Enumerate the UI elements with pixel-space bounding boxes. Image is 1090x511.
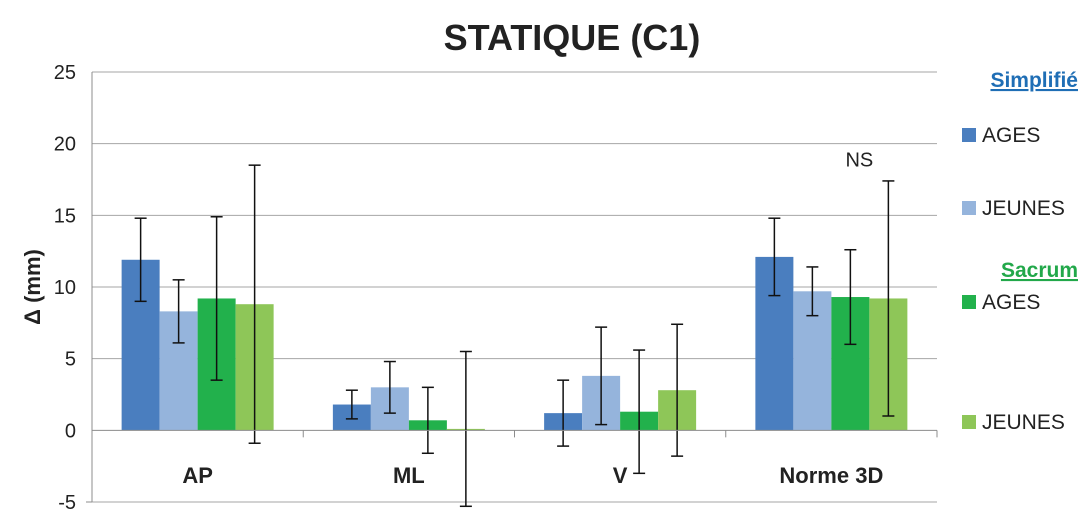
x-tick-label: AP [182, 463, 213, 488]
legend-swatch [962, 295, 976, 309]
legend-label: AGES [982, 291, 1040, 314]
chart-title: STATIQUE (C1) [444, 17, 701, 58]
annotations: NS [845, 149, 873, 171]
legend-swatch [962, 415, 976, 429]
legend-label: AGES [982, 124, 1040, 147]
y-axis-label: Δ (mm) [20, 249, 45, 325]
annotation-ns: NS [845, 149, 873, 171]
legend: Simplifié AGES JEUNES Sacrum AGES JEUNES [962, 69, 1078, 434]
x-tick-label: V [613, 463, 628, 488]
legend-heading: Sacrum [1001, 259, 1078, 282]
legend-swatch [962, 201, 976, 215]
y-tick-label: 10 [54, 277, 76, 299]
y-tick-label: 25 [54, 62, 76, 84]
legend-swatch [962, 128, 976, 142]
legend-label: JEUNES [982, 197, 1065, 220]
y-tick-label: 15 [54, 205, 76, 227]
y-tick-label: 5 [65, 349, 76, 371]
y-tick-label: 20 [54, 134, 76, 156]
y-tick-label: -5 [58, 492, 76, 511]
x-tick-label: ML [393, 463, 425, 488]
legend-heading: Simplifié [990, 69, 1078, 92]
x-tick-labels: AP ML V Norme 3D [182, 463, 883, 488]
axes [86, 72, 938, 503]
legend-label: JEUNES [982, 411, 1065, 434]
gridlines [92, 71, 937, 503]
y-tick-label: 0 [65, 420, 76, 442]
bars [121, 256, 908, 431]
error-bars [134, 164, 895, 508]
x-tick-label: Norme 3D [779, 463, 883, 488]
y-tick-labels: -5 0 5 10 15 20 25 [54, 62, 76, 511]
